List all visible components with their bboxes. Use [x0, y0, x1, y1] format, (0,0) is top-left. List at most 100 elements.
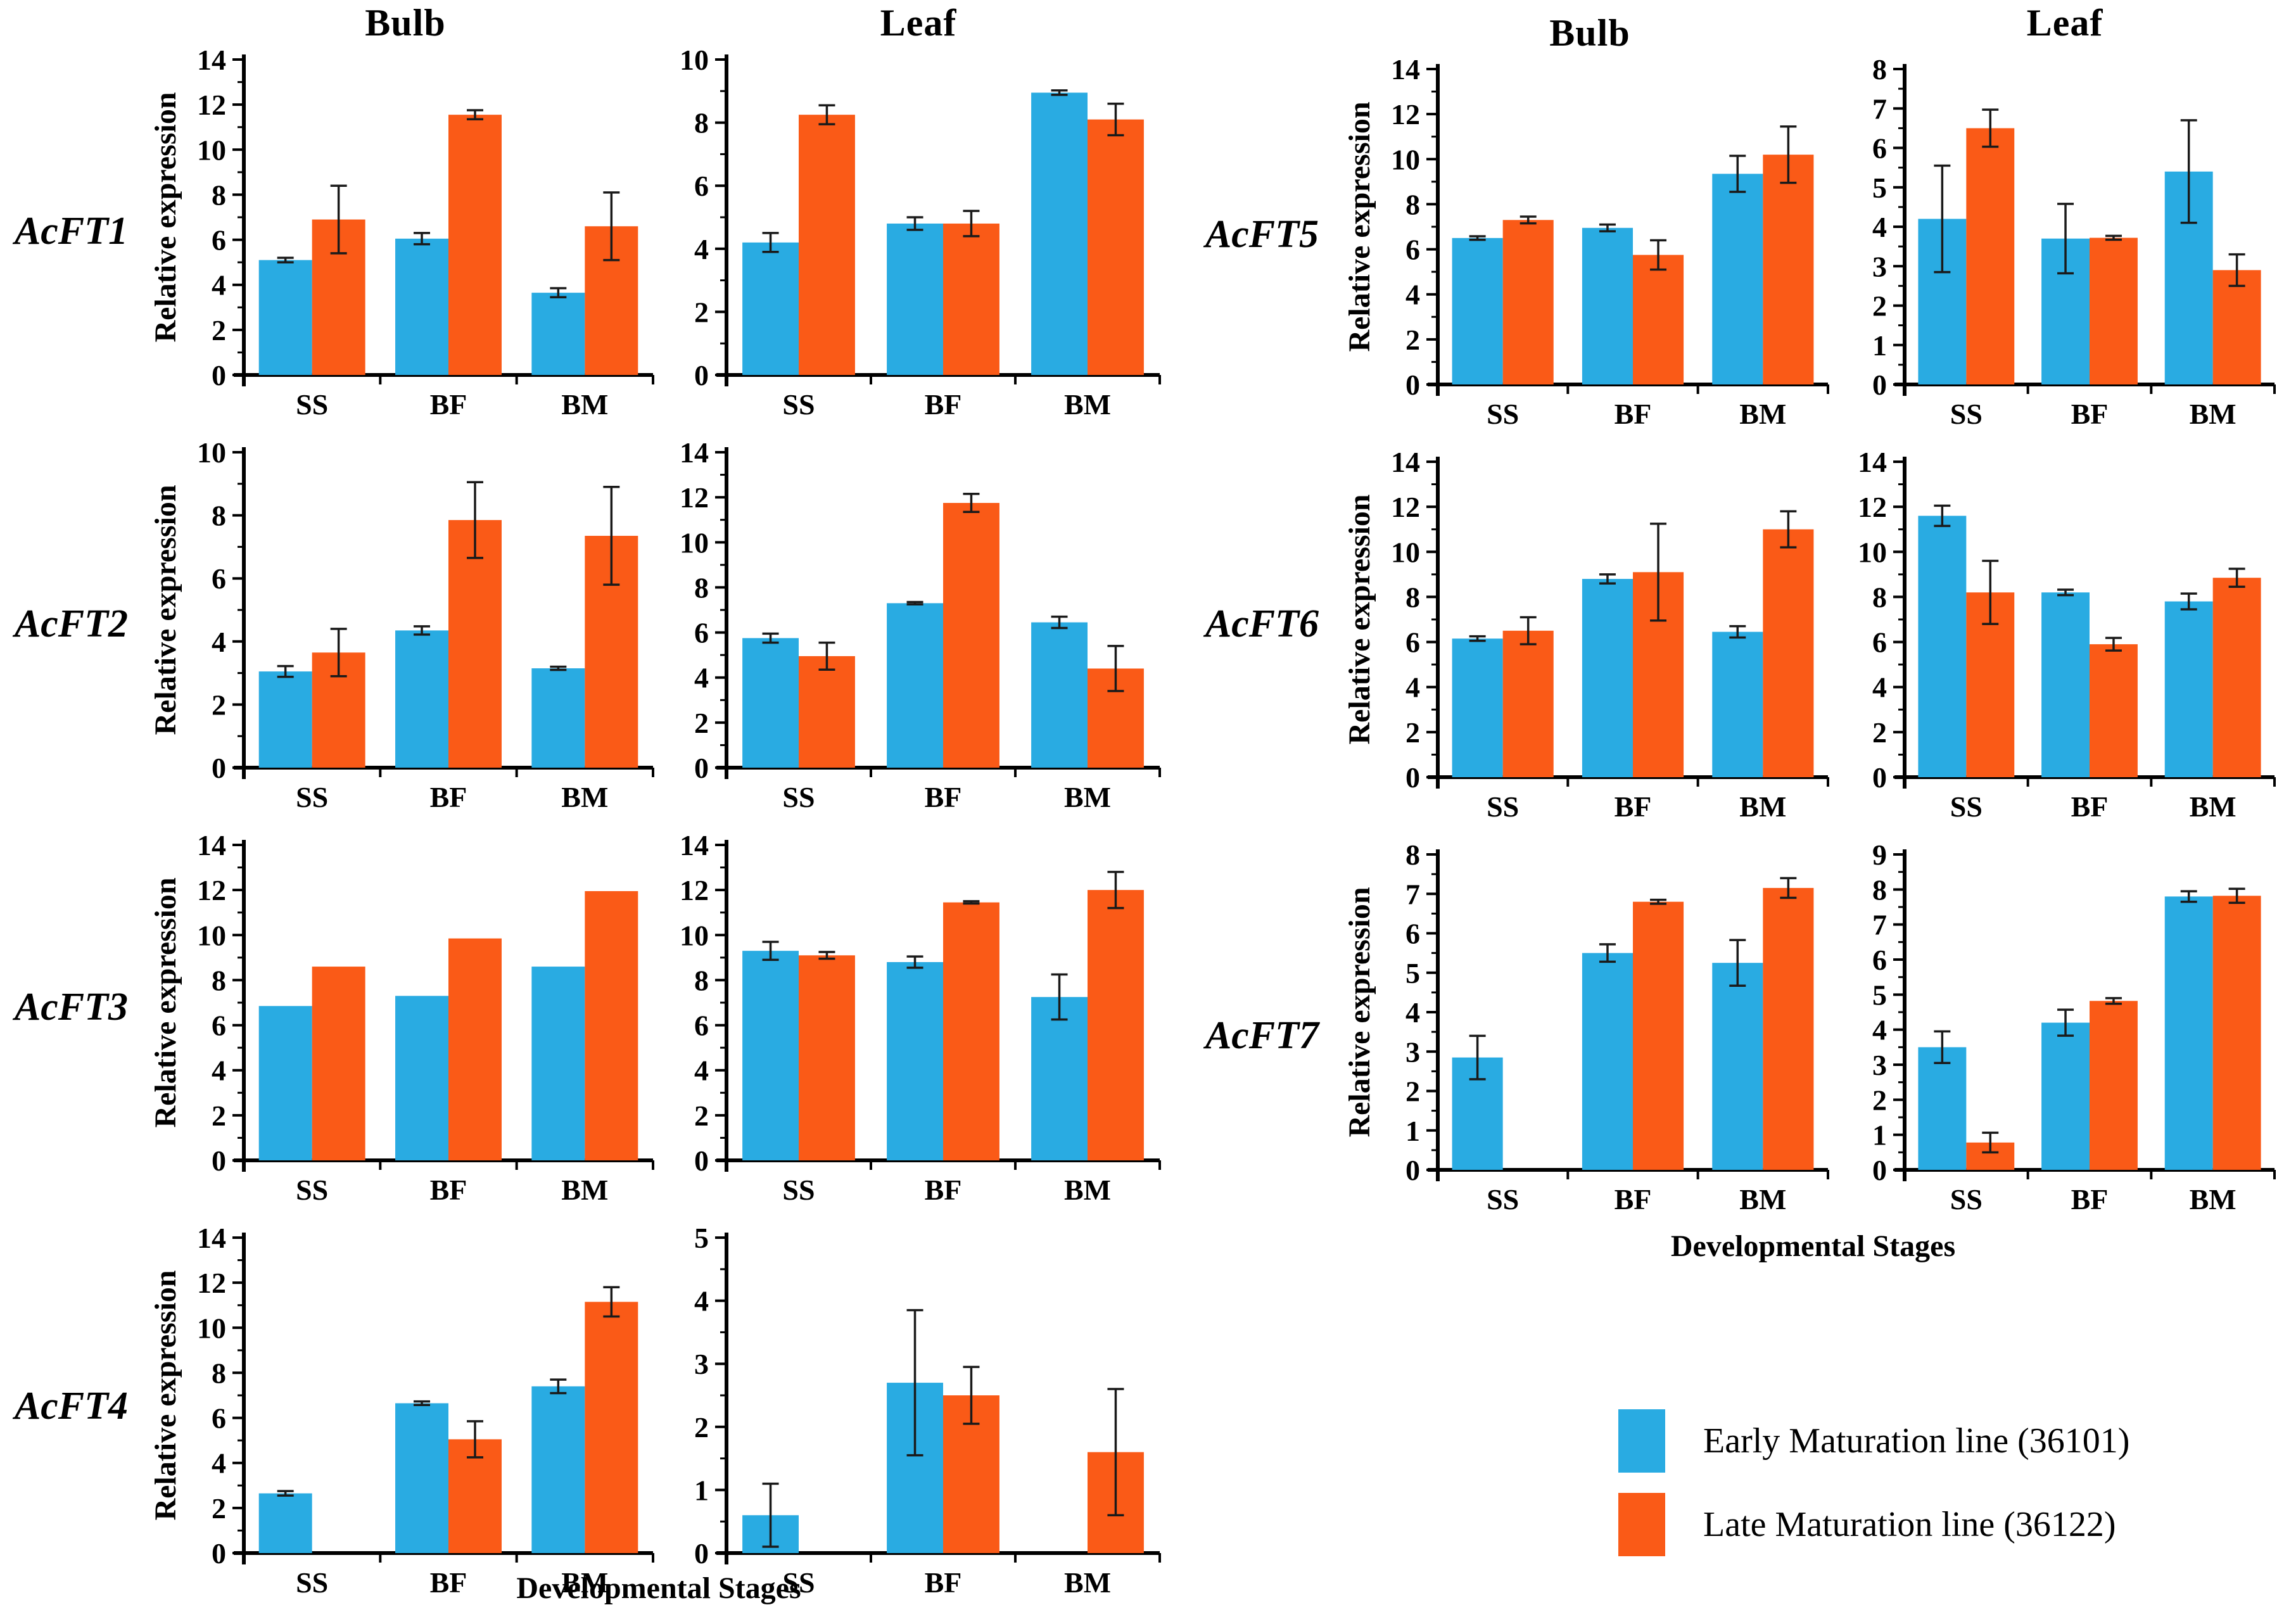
- svg-text:BM: BM: [1739, 398, 1786, 430]
- svg-text:SS: SS: [296, 1566, 328, 1599]
- svg-text:4: 4: [1872, 211, 1887, 243]
- svg-text:6: 6: [1405, 626, 1420, 659]
- chart-acft1-leaf: 0 2 4 6 8 10 SS BF BM: [668, 44, 1169, 424]
- svg-text:1: 1: [694, 1474, 709, 1506]
- svg-text:0: 0: [694, 1537, 709, 1570]
- svg-text:BF: BF: [1615, 398, 1652, 430]
- chart-acft6-leaf: 0 2 4 6 8 10 12 14 SS BF BM: [1846, 447, 2283, 827]
- legend-entry-late: Late Maturation line (36122): [1618, 1493, 2129, 1556]
- svg-text:4: 4: [694, 233, 709, 265]
- svg-text:8: 8: [1872, 873, 1887, 906]
- svg-text:BM: BM: [1064, 1566, 1111, 1599]
- svg-text:14: 14: [1391, 54, 1420, 86]
- svg-text:3: 3: [1872, 250, 1887, 282]
- svg-text:4: 4: [694, 662, 709, 694]
- svg-text:8: 8: [1405, 581, 1420, 613]
- svg-text:8: 8: [694, 107, 709, 139]
- svg-text:12: 12: [680, 481, 709, 514]
- svg-text:BF: BF: [430, 1174, 467, 1206]
- chart-acft6-bulb: 0 2 4 6 8 10 12 14 SS BF BM Relative expression: [1343, 447, 1837, 827]
- svg-text:10: 10: [680, 526, 709, 559]
- svg-text:14: 14: [1858, 447, 1887, 478]
- svg-text:3: 3: [1405, 1036, 1420, 1068]
- svg-text:6: 6: [212, 224, 226, 257]
- svg-text:BF: BF: [430, 1566, 467, 1599]
- svg-text:10: 10: [197, 134, 226, 166]
- svg-text:BM: BM: [561, 1566, 608, 1599]
- svg-text:4: 4: [694, 1055, 709, 1087]
- svg-text:0: 0: [694, 752, 709, 784]
- svg-text:Relative expression: Relative expression: [149, 877, 182, 1127]
- svg-text:6: 6: [1872, 626, 1887, 659]
- svg-text:0: 0: [212, 1537, 226, 1570]
- svg-text:2: 2: [1405, 1075, 1420, 1108]
- svg-text:4: 4: [1872, 1014, 1887, 1046]
- svg-text:12: 12: [197, 89, 226, 121]
- svg-text:BF: BF: [925, 388, 962, 421]
- svg-text:12: 12: [1858, 491, 1887, 523]
- svg-text:3: 3: [694, 1348, 709, 1380]
- svg-text:3: 3: [1872, 1049, 1887, 1081]
- svg-text:8: 8: [1872, 581, 1887, 613]
- svg-text:14: 14: [197, 1222, 226, 1254]
- svg-text:BF: BF: [1615, 1183, 1652, 1215]
- svg-text:4: 4: [1405, 996, 1420, 1029]
- svg-text:BM: BM: [1064, 388, 1111, 421]
- svg-text:0: 0: [212, 1145, 226, 1177]
- svg-text:6: 6: [1872, 944, 1887, 976]
- svg-text:7: 7: [1872, 909, 1887, 941]
- svg-text:8: 8: [1405, 839, 1420, 871]
- svg-text:1: 1: [1405, 1115, 1420, 1147]
- svg-text:0: 0: [212, 752, 226, 784]
- chart-acft3-leaf: 0 2 4 6 8 10 12 14 SS BF BM: [668, 830, 1169, 1210]
- svg-text:BM: BM: [561, 1174, 608, 1206]
- svg-text:2: 2: [1405, 716, 1420, 749]
- svg-text:BF: BF: [925, 781, 962, 813]
- svg-text:0: 0: [1405, 1154, 1420, 1186]
- svg-text:5: 5: [1405, 957, 1420, 989]
- svg-text:1: 1: [1872, 1119, 1887, 1151]
- svg-text:0: 0: [1405, 369, 1420, 401]
- svg-text:0: 0: [212, 359, 226, 391]
- svg-text:7: 7: [1872, 92, 1887, 125]
- svg-text:0: 0: [1872, 761, 1887, 794]
- svg-text:Relative expression: Relative expression: [1343, 101, 1376, 352]
- chart-acft3-bulb: 0 2 4 6 8 10 12 14 SS BF BM Relative expression: [149, 830, 662, 1210]
- gene-label-acft2: AcFT2: [14, 602, 129, 645]
- svg-text:SS: SS: [1950, 398, 1983, 430]
- svg-text:5: 5: [694, 1222, 709, 1254]
- svg-text:SS: SS: [296, 781, 328, 813]
- svg-text:4: 4: [212, 269, 226, 301]
- svg-text:SS: SS: [1487, 1183, 1519, 1215]
- svg-text:8: 8: [694, 571, 709, 604]
- svg-text:14: 14: [197, 44, 226, 76]
- svg-text:Relative expression: Relative expression: [1343, 887, 1376, 1137]
- svg-text:BF: BF: [430, 781, 467, 813]
- svg-text:12: 12: [1391, 98, 1420, 130]
- svg-text:SS: SS: [782, 781, 815, 813]
- svg-text:BF: BF: [2071, 1183, 2109, 1215]
- svg-text:4: 4: [1872, 671, 1887, 704]
- column-title-bulb-right: Bulb: [1549, 12, 1630, 54]
- svg-text:BM: BM: [1064, 781, 1111, 813]
- svg-text:2: 2: [694, 707, 709, 739]
- svg-text:0: 0: [1872, 1154, 1887, 1186]
- svg-text:0: 0: [694, 359, 709, 391]
- svg-text:Relative expression: Relative expression: [149, 92, 182, 342]
- svg-text:6: 6: [212, 562, 226, 595]
- svg-text:5: 5: [1872, 172, 1887, 204]
- svg-text:6: 6: [694, 617, 709, 649]
- svg-text:SS: SS: [1950, 790, 1983, 823]
- svg-text:2: 2: [1405, 324, 1420, 356]
- chart-acft2-leaf: 0 2 4 6 8 10 12 14 SS BF BM: [668, 437, 1169, 817]
- svg-text:0: 0: [1872, 369, 1887, 401]
- svg-text:12: 12: [197, 874, 226, 906]
- svg-text:14: 14: [680, 830, 709, 861]
- svg-text:14: 14: [197, 830, 226, 861]
- svg-text:BF: BF: [1615, 790, 1652, 823]
- svg-text:4: 4: [1405, 671, 1420, 704]
- svg-text:4: 4: [212, 1447, 226, 1480]
- svg-text:9: 9: [1872, 839, 1887, 871]
- svg-text:10: 10: [680, 44, 709, 76]
